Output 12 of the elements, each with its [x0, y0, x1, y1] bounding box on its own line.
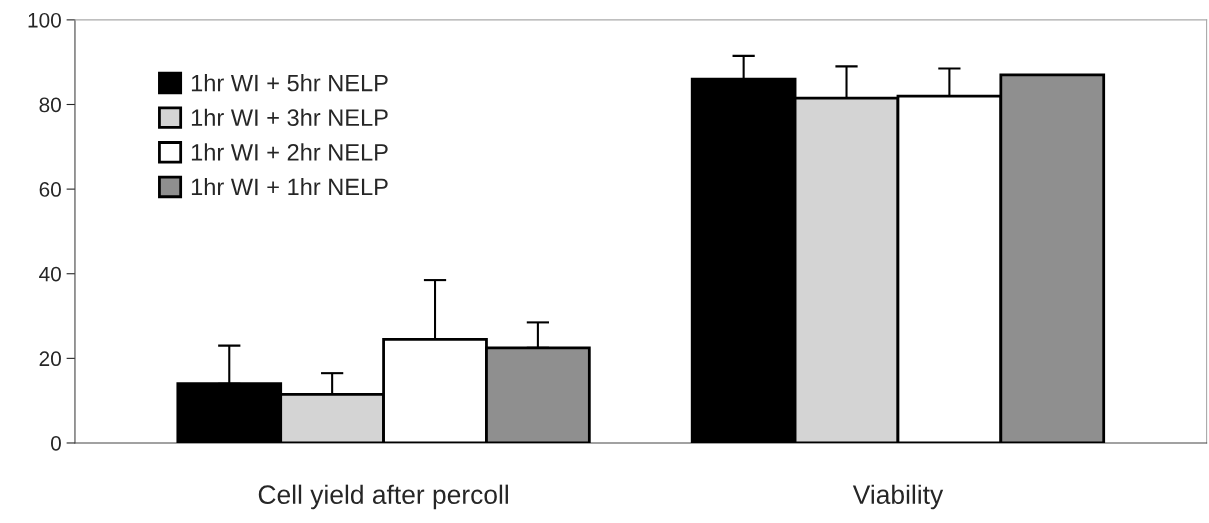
y-tick-label: 0: [50, 435, 61, 451]
legend-label: 1hr WI + 5hr NELP: [191, 74, 388, 92]
x-tick-label: Viability: [852, 484, 944, 510]
y-tick-label: 20: [39, 351, 61, 367]
y-tick-label: 60: [39, 182, 61, 197]
legend-label: 1hr WI + 1hr NELP: [191, 177, 388, 196]
y-tick-label: 100: [28, 12, 61, 28]
legend-label: 1hr WI + 3hr NELP: [191, 108, 388, 127]
x-tick-label: Cell yield after percoll: [258, 484, 508, 510]
y-tick-label: 40: [39, 266, 61, 282]
y-tick-label: 80: [39, 97, 61, 113]
legend-label: 1hr WI + 2hr NELP: [191, 143, 388, 161]
